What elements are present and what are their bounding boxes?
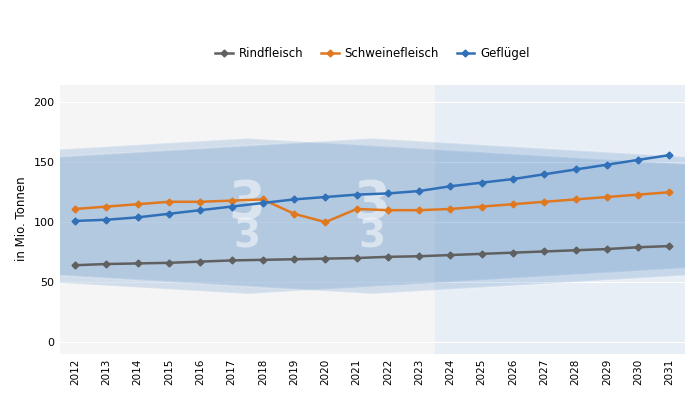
Text: 3: 3 bbox=[234, 218, 260, 256]
Y-axis label: in Mio. Tonnen: in Mio. Tonnen bbox=[15, 177, 28, 262]
Text: 3: 3 bbox=[354, 178, 391, 230]
Text: 3: 3 bbox=[358, 218, 386, 256]
Text: 3: 3 bbox=[229, 178, 265, 230]
Polygon shape bbox=[0, 138, 700, 294]
Polygon shape bbox=[0, 138, 700, 294]
Bar bbox=[435, 84, 685, 354]
Legend: Rindfleisch, Schweinefleisch, Geflügel: Rindfleisch, Schweinefleisch, Geflügel bbox=[210, 42, 534, 64]
